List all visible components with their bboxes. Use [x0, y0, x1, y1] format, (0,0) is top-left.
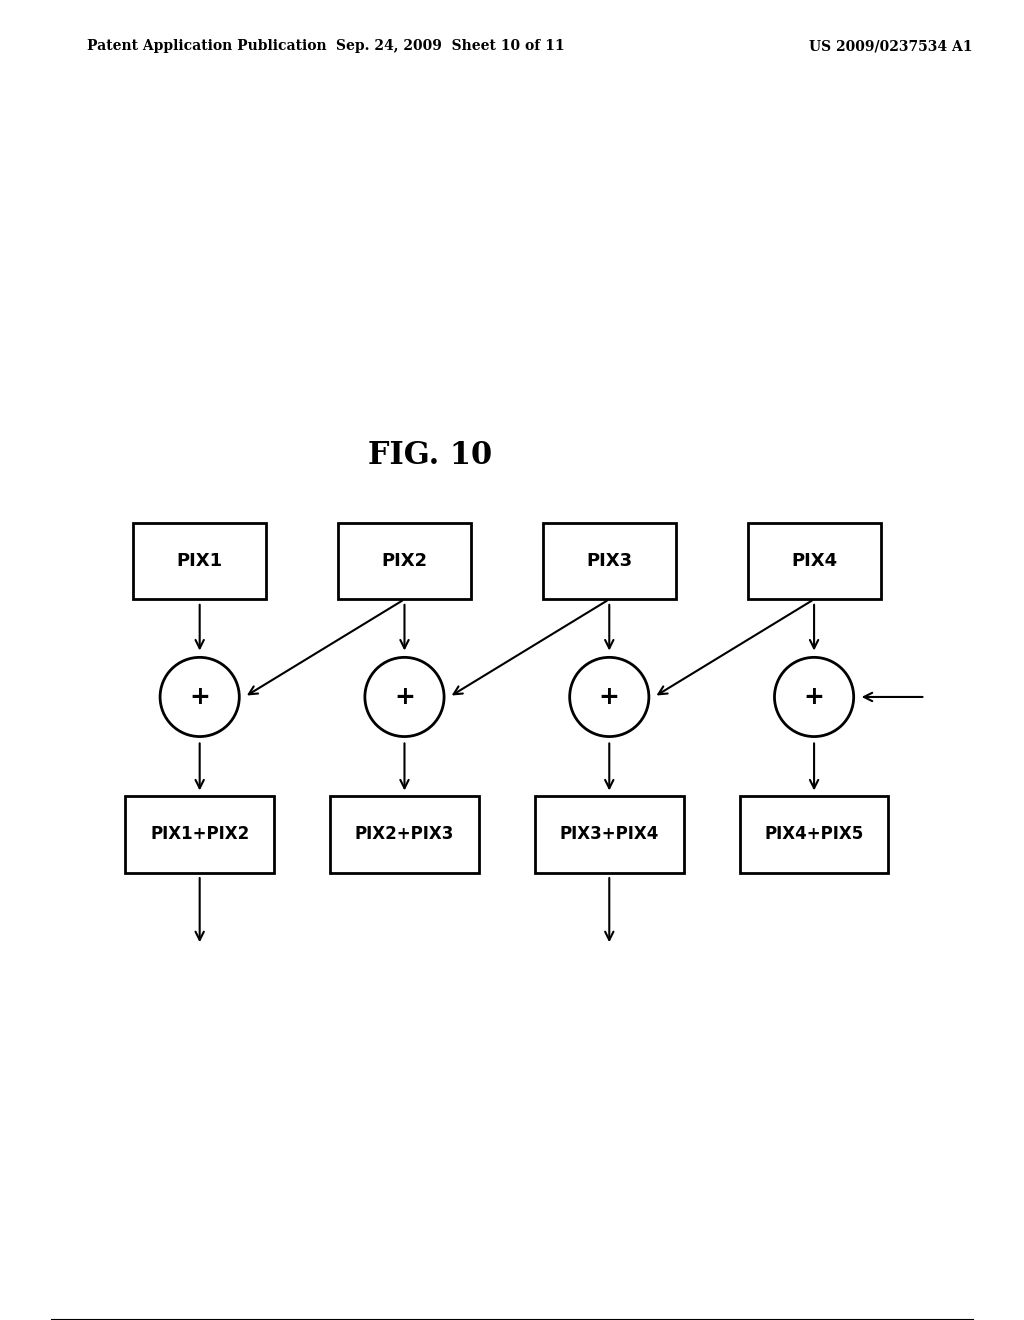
Text: PIX4: PIX4 [791, 552, 838, 570]
Text: PIX2+PIX3: PIX2+PIX3 [354, 825, 455, 843]
Text: +: + [804, 685, 824, 709]
FancyBboxPatch shape [330, 796, 479, 873]
Text: US 2009/0237534 A1: US 2009/0237534 A1 [809, 40, 973, 53]
Text: FIG. 10: FIG. 10 [368, 440, 493, 471]
FancyBboxPatch shape [535, 796, 684, 873]
FancyBboxPatch shape [748, 523, 881, 599]
FancyBboxPatch shape [338, 523, 471, 599]
Text: PIX1+PIX2: PIX1+PIX2 [151, 825, 249, 843]
Ellipse shape [365, 657, 444, 737]
Text: PIX4+PIX5: PIX4+PIX5 [765, 825, 863, 843]
Ellipse shape [569, 657, 649, 737]
Text: PIX3: PIX3 [586, 552, 633, 570]
FancyBboxPatch shape [543, 523, 676, 599]
Text: PIX2: PIX2 [381, 552, 428, 570]
FancyBboxPatch shape [739, 796, 889, 873]
Text: PIX1: PIX1 [176, 552, 223, 570]
Text: PIX3+PIX4: PIX3+PIX4 [559, 825, 659, 843]
Text: Sep. 24, 2009  Sheet 10 of 11: Sep. 24, 2009 Sheet 10 of 11 [336, 40, 565, 53]
FancyBboxPatch shape [133, 523, 266, 599]
Ellipse shape [774, 657, 854, 737]
Text: Patent Application Publication: Patent Application Publication [87, 40, 327, 53]
Text: +: + [189, 685, 210, 709]
FancyBboxPatch shape [126, 796, 274, 873]
Ellipse shape [160, 657, 240, 737]
Text: +: + [394, 685, 415, 709]
Text: +: + [599, 685, 620, 709]
